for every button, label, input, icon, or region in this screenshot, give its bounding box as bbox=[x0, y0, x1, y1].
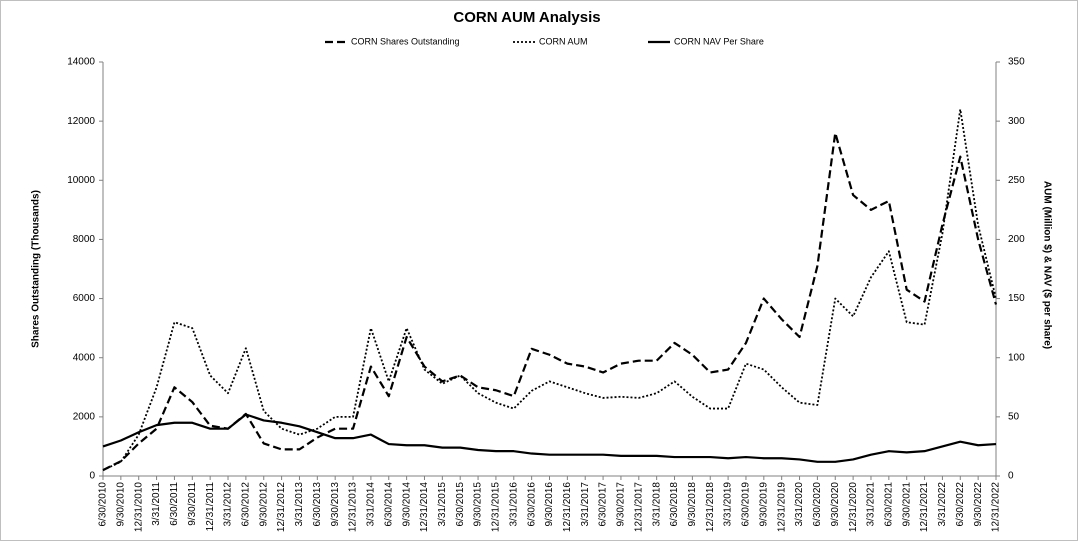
y2-axis-title: AUM (Million $) & NAV ($ per share) bbox=[1041, 181, 1052, 349]
x-tick-label: 9/30/2017 bbox=[616, 482, 627, 527]
y2-tick-label: 150 bbox=[1008, 293, 1025, 304]
x-tick-label: 3/31/2015 bbox=[437, 482, 448, 527]
x-tick-label: 9/30/2021 bbox=[901, 482, 912, 527]
y2-tick-label: 250 bbox=[1008, 175, 1025, 186]
x-tick-label: 3/31/2021 bbox=[866, 482, 877, 527]
y-tick-label: 14000 bbox=[67, 57, 95, 68]
x-tick-label: 6/30/2011 bbox=[169, 482, 180, 526]
x-tick-label: 12/31/2017 bbox=[633, 482, 644, 532]
x-tick-label: 3/31/2020 bbox=[794, 482, 805, 527]
x-tick-label: 6/30/2012 bbox=[241, 482, 252, 527]
x-tick-label: 12/31/2019 bbox=[776, 482, 787, 532]
x-tick-label: 9/30/2016 bbox=[544, 482, 555, 527]
series-line bbox=[102, 108, 997, 471]
y-axis-title: Shares Outstanding (Thousands) bbox=[31, 190, 42, 348]
x-tick-label: 3/31/2014 bbox=[366, 482, 377, 527]
x-tick-label: 9/30/2022 bbox=[973, 482, 984, 527]
x-tick-label: 9/30/2018 bbox=[687, 482, 698, 527]
x-tick-label: 9/30/2013 bbox=[330, 482, 341, 527]
y-tick-label: 0 bbox=[89, 471, 95, 482]
y-tick-label: 12000 bbox=[67, 116, 95, 127]
x-tick-label: 6/30/2017 bbox=[598, 482, 609, 527]
x-tick-label: 6/30/2019 bbox=[741, 482, 752, 527]
y2-tick-label: 350 bbox=[1008, 57, 1025, 68]
y2-tick-label: 100 bbox=[1008, 352, 1025, 363]
y2-tick-label: 300 bbox=[1008, 116, 1025, 127]
y2-tick-label: 0 bbox=[1008, 471, 1014, 482]
y-tick-label: 10000 bbox=[67, 175, 95, 186]
x-tick-label: 6/30/2013 bbox=[312, 482, 323, 527]
x-tick-label: 12/31/2016 bbox=[562, 482, 573, 532]
y2-tick-label: 200 bbox=[1008, 234, 1025, 245]
x-tick-label: 3/31/2022 bbox=[937, 482, 948, 527]
x-tick-label: 9/30/2014 bbox=[401, 482, 412, 527]
x-tick-label: 6/30/2015 bbox=[455, 482, 466, 527]
y-tick-label: 2000 bbox=[73, 411, 96, 422]
y-tick-label: 6000 bbox=[73, 293, 96, 304]
x-tick-label: 3/31/2017 bbox=[580, 482, 591, 527]
x-tick-label: 6/30/2018 bbox=[669, 482, 680, 527]
x-tick-label: 9/30/2019 bbox=[758, 482, 769, 527]
x-tick-label: 6/30/2010 bbox=[98, 482, 109, 527]
x-tick-label: 12/31/2013 bbox=[348, 482, 359, 532]
x-tick-label: 12/31/2015 bbox=[491, 482, 502, 532]
x-tick-label: 9/30/2011 bbox=[187, 482, 198, 526]
x-tick-label: 12/31/2010 bbox=[133, 482, 144, 532]
x-tick-label: 3/31/2019 bbox=[723, 482, 734, 527]
x-tick-label: 12/31/2018 bbox=[705, 482, 716, 532]
x-tick-label: 12/31/2011 bbox=[205, 482, 216, 532]
x-tick-label: 3/31/2018 bbox=[651, 482, 662, 527]
chart-title: CORN AUM Analysis bbox=[453, 9, 600, 26]
x-tick-label: 12/31/2022 bbox=[991, 482, 1002, 532]
series-line bbox=[102, 131, 998, 472]
x-tick-label: 12/31/2020 bbox=[848, 482, 859, 532]
x-tick-label: 3/31/2013 bbox=[294, 482, 305, 527]
legend-label: CORN Shares Outstanding bbox=[351, 36, 460, 46]
x-tick-label: 6/30/2022 bbox=[955, 482, 966, 527]
series-line bbox=[102, 413, 997, 463]
x-tick-label: 9/30/2012 bbox=[258, 482, 269, 527]
x-tick-label: 9/30/2015 bbox=[473, 482, 484, 527]
x-tick-label: 6/30/2014 bbox=[383, 482, 394, 527]
legend-label: CORN AUM bbox=[539, 36, 588, 46]
x-tick-label: 3/31/2016 bbox=[508, 482, 519, 527]
x-tick-label: 12/31/2014 bbox=[419, 482, 430, 532]
x-tick-label: 6/30/2020 bbox=[812, 482, 823, 527]
y-tick-label: 4000 bbox=[73, 352, 96, 363]
x-tick-label: 3/31/2011 bbox=[151, 482, 162, 526]
x-tick-label: 12/31/2021 bbox=[919, 482, 930, 532]
legend-label: CORN NAV Per Share bbox=[674, 36, 764, 46]
x-tick-label: 6/30/2021 bbox=[883, 482, 894, 527]
x-tick-label: 6/30/2016 bbox=[526, 482, 537, 527]
y2-tick-label: 50 bbox=[1008, 411, 1020, 422]
x-tick-label: 9/30/2010 bbox=[116, 482, 127, 527]
x-tick-label: 3/31/2012 bbox=[223, 482, 234, 527]
x-tick-label: 9/30/2020 bbox=[830, 482, 841, 527]
y-tick-label: 8000 bbox=[73, 234, 96, 245]
x-tick-label: 12/31/2012 bbox=[276, 482, 287, 532]
